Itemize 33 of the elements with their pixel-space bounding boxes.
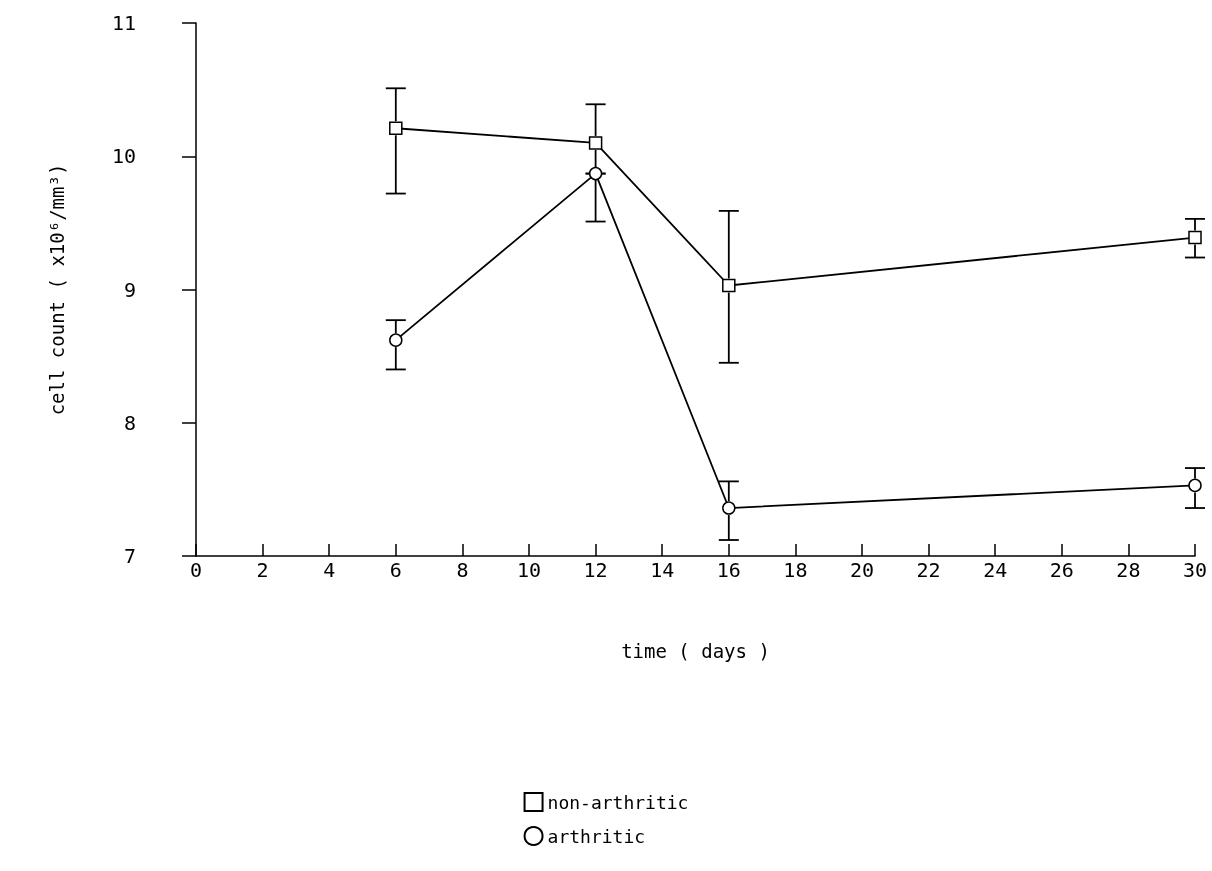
point xyxy=(588,136,603,150)
point xyxy=(1188,230,1202,245)
x-tick-label: 20 xyxy=(849,558,875,582)
legend-label: arthritic xyxy=(547,825,646,847)
y-tick-label: 8 xyxy=(123,410,136,435)
point xyxy=(722,501,736,515)
legend-label: non-arthritic xyxy=(547,791,689,813)
x-tick-label: 4 xyxy=(323,558,336,582)
x-axis-title: time ( days ) xyxy=(621,639,770,662)
point xyxy=(722,278,736,293)
x-tick-label: 24 xyxy=(983,558,1008,582)
x-tick-label: 2 xyxy=(256,558,269,582)
y-tick-label: 11 xyxy=(111,11,136,35)
x-tick-label: 30 xyxy=(1182,558,1208,582)
point xyxy=(1188,478,1202,493)
x-tick-label: 18 xyxy=(783,558,808,582)
y-axis-title: cell count ( x10⁶/mm³) xyxy=(45,163,68,416)
y-tick-label: 9 xyxy=(123,277,136,302)
x-tick-label: 28 xyxy=(1116,558,1141,582)
x-tick-label: 6 xyxy=(389,558,402,582)
y-tick-label: 7 xyxy=(123,544,136,568)
x-tick-label: 22 xyxy=(916,558,941,582)
point xyxy=(389,121,403,136)
x-tick-label: 12 xyxy=(583,558,608,582)
point xyxy=(588,166,603,181)
x-tick-label: 14 xyxy=(650,558,675,582)
x-tick-label: 10 xyxy=(516,558,542,582)
y-tick-label: 10 xyxy=(111,144,136,169)
x-tick-label: 0 xyxy=(189,558,203,582)
x-tick-label: 26 xyxy=(1049,558,1074,582)
x-tick-label: 16 xyxy=(716,558,741,582)
point xyxy=(389,333,403,347)
x-tick-label: 8 xyxy=(456,558,469,582)
